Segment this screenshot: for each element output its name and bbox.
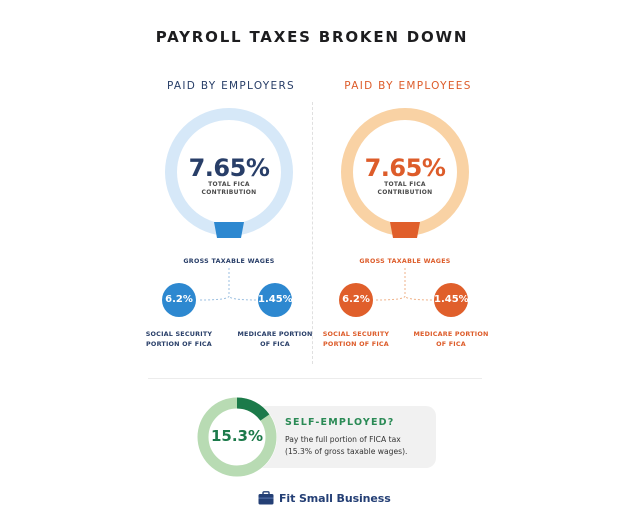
employers-social-security-label: SOCIAL SECURITY PORTION OF FICA xyxy=(134,330,224,349)
employers-social-security-label-line2: PORTION OF FICA xyxy=(146,339,212,348)
briefcase-icon xyxy=(258,491,274,505)
self-employed-text: Pay the full portion of FICA tax (15.3% … xyxy=(285,434,433,457)
employers-social-security-circle xyxy=(162,283,196,317)
self-employed-heading: SELF-EMPLOYED? xyxy=(285,417,395,428)
employees-wages-label: GROSS TAXABLE WAGES xyxy=(359,258,451,265)
employers-medicare-value: 1.45% xyxy=(258,294,293,305)
employers-medicare-label-line1: MEDICARE PORTION xyxy=(237,330,313,338)
employees-total-label-line2: CONTRIBUTION xyxy=(377,188,433,196)
employers-medicare-label: MEDICARE PORTION OF FICA xyxy=(230,330,320,349)
employees-social-security-label: SOCIAL SECURITY PORTION OF FICA xyxy=(311,330,401,349)
employers-medicare-label-line2: OF FICA xyxy=(260,339,290,348)
employees-medicare-circle xyxy=(434,283,468,317)
self-employed-donut-highlight xyxy=(236,397,270,421)
employees-donut xyxy=(341,108,469,238)
employers-donut-disc xyxy=(165,108,293,236)
employees-heading: PAID BY EMPLOYEES xyxy=(344,80,472,92)
employees-social-security-label-line1: SOCIAL SECURITY xyxy=(322,330,390,338)
employers-medicare-circle xyxy=(258,283,292,317)
employees-medicare-label: MEDICARE PORTION OF FICA xyxy=(406,330,496,349)
employers-donut xyxy=(165,108,293,238)
employers-connectors xyxy=(199,268,259,301)
employees-social-security-label-line2: PORTION OF FICA xyxy=(323,339,389,348)
employees-medicare-label-line2: OF FICA xyxy=(436,339,466,348)
self-employed-donut xyxy=(197,397,277,477)
page-title: PAYROLL TAXES BROKEN DOWN xyxy=(155,28,469,46)
employees-medicare-value: 1.45% xyxy=(434,294,469,305)
employers-total-value: 7.65% xyxy=(188,154,270,182)
self-employed-text-line2: (15.3% of gross taxable wages). xyxy=(285,446,408,456)
employers-total-label-line2: CONTRIBUTION xyxy=(201,188,257,196)
employees-total-value: 7.65% xyxy=(364,154,446,182)
employers-social-security-value: 6.2% xyxy=(165,294,193,305)
self-employed-callout xyxy=(246,406,436,468)
employees-social-security-circle xyxy=(339,283,373,317)
section-divider xyxy=(148,378,482,379)
employees-wedge-marker xyxy=(390,222,420,238)
employers-wages-label: GROSS TAXABLE WAGES xyxy=(183,258,275,265)
column-divider xyxy=(312,102,313,364)
self-employed-value: 15.3% xyxy=(210,427,264,445)
employees-social-security-value: 6.2% xyxy=(342,294,370,305)
employers-total-label-line1: TOTAL FICA xyxy=(208,181,250,188)
self-employed-donut-disc xyxy=(197,397,277,477)
employers-wedge-marker xyxy=(214,222,244,238)
employers-social-security-label-line1: SOCIAL SECURITY xyxy=(145,330,213,338)
employees-connectors xyxy=(375,268,435,301)
employees-donut-disc xyxy=(341,108,469,236)
brand-name: Fit Small Business xyxy=(279,491,391,505)
employees-medicare-label-line1: MEDICARE PORTION xyxy=(413,330,489,338)
self-employed-text-line1: Pay the full portion of FICA tax xyxy=(285,435,401,444)
brand-logo: Fit Small Business xyxy=(258,491,391,505)
employers-heading: PAID BY EMPLOYERS xyxy=(166,80,296,92)
employees-total-label-line1: TOTAL FICA xyxy=(384,181,426,188)
